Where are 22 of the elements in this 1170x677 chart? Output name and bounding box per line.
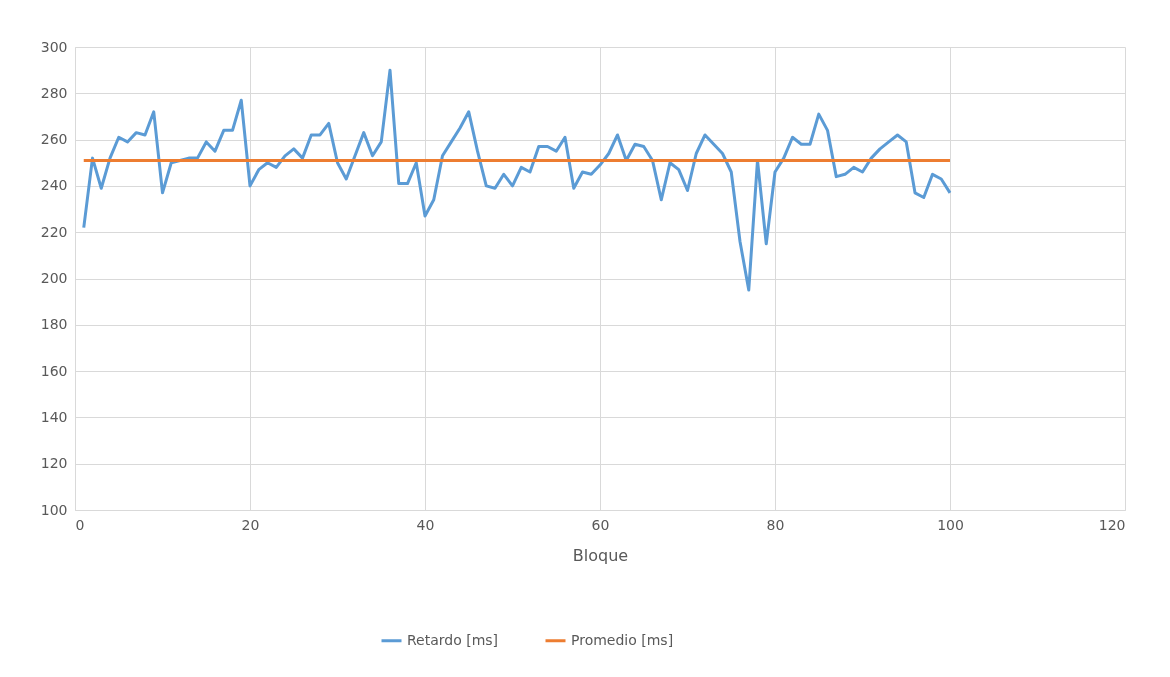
legend-label: Retardo [ms] <box>407 631 499 648</box>
x-tick-label: 20 <box>241 516 260 533</box>
x-tick-label: 120 <box>1098 516 1126 533</box>
y-tick-label: 100 <box>40 501 68 518</box>
y-tick-label: 300 <box>40 38 68 55</box>
y-tick-label: 220 <box>40 223 68 240</box>
x-tick-label: 60 <box>591 516 610 533</box>
y-tick-label: 280 <box>40 84 68 101</box>
legend-label: Promedio [ms] <box>571 631 674 648</box>
y-tick-label: 180 <box>40 316 68 333</box>
y-tick-label: 120 <box>40 455 68 472</box>
y-tick-label: 200 <box>40 270 68 286</box>
x-axis-title: Bloque <box>572 545 629 565</box>
y-tick-label: 240 <box>40 177 68 194</box>
x-tick-label: 80 <box>766 516 785 533</box>
y-tick-label: 260 <box>40 131 68 148</box>
line-series <box>82 68 952 292</box>
y-tick-label: 160 <box>40 362 68 379</box>
x-tick-label: 40 <box>416 516 435 533</box>
x-tick-label: 0 <box>75 516 85 533</box>
y-tick-label: 140 <box>40 408 68 425</box>
x-tick-label: 100 <box>937 516 964 533</box>
